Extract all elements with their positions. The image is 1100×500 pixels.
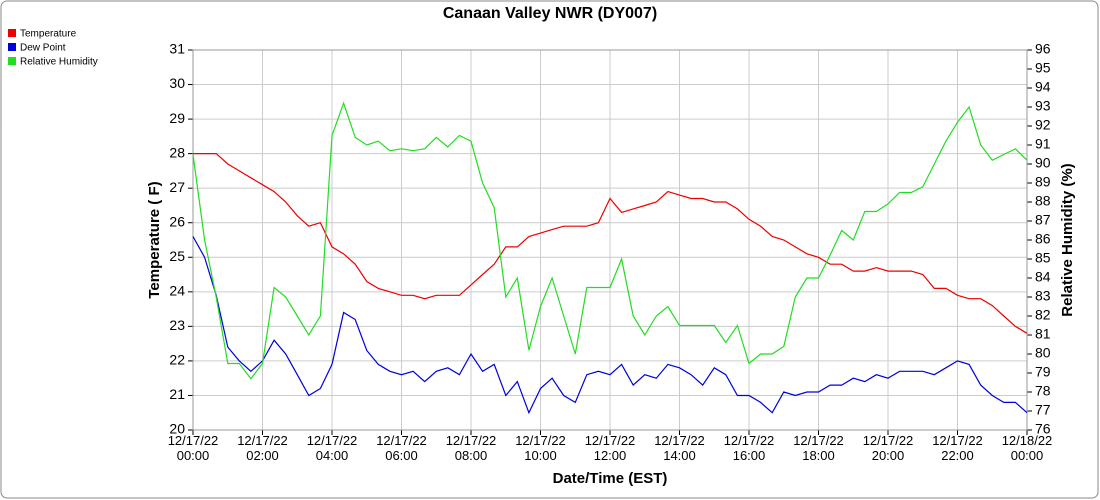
- y-tick-label: 28: [169, 144, 185, 160]
- plot-frame: [192, 49, 1028, 431]
- x-tick-label: 12/17/22 06:00: [376, 433, 427, 463]
- y-tick-label: 31: [169, 41, 185, 57]
- y-tick-label: 24: [169, 283, 185, 299]
- x-tick-label: 12/17/22 12:00: [584, 433, 636, 463]
- y2-tick-label: 82: [1035, 307, 1051, 323]
- legend-label: Temperature: [20, 29, 77, 40]
- series-line: [192, 236, 1028, 415]
- legend-label: Dew Point: [20, 43, 66, 54]
- y2-tick-label: 83: [1035, 288, 1051, 304]
- x-tick-label: 12/17/22 08:00: [445, 433, 497, 463]
- series-line: [192, 101, 1028, 380]
- y2-tick-label: 87: [1035, 212, 1051, 228]
- y2-tick-label: 86: [1035, 231, 1051, 247]
- x-tick-label: 12/17/22 04:00: [306, 433, 358, 463]
- x-tick-label: 12/17/22 16:00: [723, 433, 775, 463]
- legend-label: Relative Humidity: [20, 57, 98, 68]
- y-tick-label: 22: [169, 352, 185, 368]
- y2-tick-label: 80: [1035, 345, 1051, 361]
- x-tick-label: 12/17/22 18:00: [793, 433, 844, 463]
- y2-tick-label: 81: [1035, 326, 1051, 342]
- y-tick-label: 27: [169, 179, 185, 195]
- series-line: [193, 153, 1028, 334]
- legend-swatch: [8, 57, 16, 65]
- y2-tick-label: 89: [1035, 174, 1051, 190]
- y-tick-label: 23: [169, 317, 185, 333]
- x-tick-label: 12/17/22 00:00: [167, 433, 219, 463]
- y2-tick-label: 91: [1035, 136, 1051, 152]
- y-tick-label: 26: [169, 213, 185, 229]
- y2-tick-label: 90: [1035, 155, 1051, 171]
- y2-tick-label: 78: [1035, 383, 1051, 399]
- y2-tick-label: 96: [1035, 41, 1051, 57]
- y2-tick-label: 84: [1035, 269, 1051, 285]
- x-tick-label: 12/17/22 20:00: [862, 433, 914, 463]
- chart-title: Canaan Valley NWR (DY007): [443, 5, 657, 22]
- y2-tick-label: 79: [1035, 364, 1051, 380]
- y-tick-label: 29: [169, 110, 185, 126]
- x-tick-label: 12/17/22 14:00: [654, 433, 705, 463]
- y-axis-title: Temperature ( F): [146, 181, 163, 298]
- y-tick-label: 20: [169, 421, 185, 437]
- x-tick-label: 12/17/22 22:00: [932, 433, 983, 463]
- y-tick-label: 25: [169, 248, 185, 264]
- legend-swatch: [8, 43, 16, 51]
- x-tick-label: 12/17/22 02:00: [237, 433, 288, 463]
- y-tick-label: 30: [169, 75, 185, 91]
- y2-tick-label: 88: [1035, 193, 1051, 209]
- legend-swatch: [8, 29, 16, 37]
- y-tick-label: 21: [169, 386, 185, 402]
- y2-axis-title: Relative Humidity (%): [1059, 163, 1076, 316]
- x-tick-label: 12/18/22 00:00: [1001, 433, 1053, 463]
- x-tick-label: 12/17/22 10:00: [515, 433, 566, 463]
- y2-tick-label: 93: [1035, 98, 1051, 114]
- y2-tick-label: 95: [1035, 60, 1051, 76]
- x-axis-title: Date/Time (EST): [553, 470, 668, 487]
- y2-tick-label: 77: [1035, 402, 1051, 418]
- y2-tick-label: 76: [1035, 421, 1051, 437]
- y2-tick-label: 92: [1035, 117, 1051, 133]
- y2-tick-label: 94: [1035, 79, 1051, 95]
- y2-tick-label: 85: [1035, 250, 1051, 266]
